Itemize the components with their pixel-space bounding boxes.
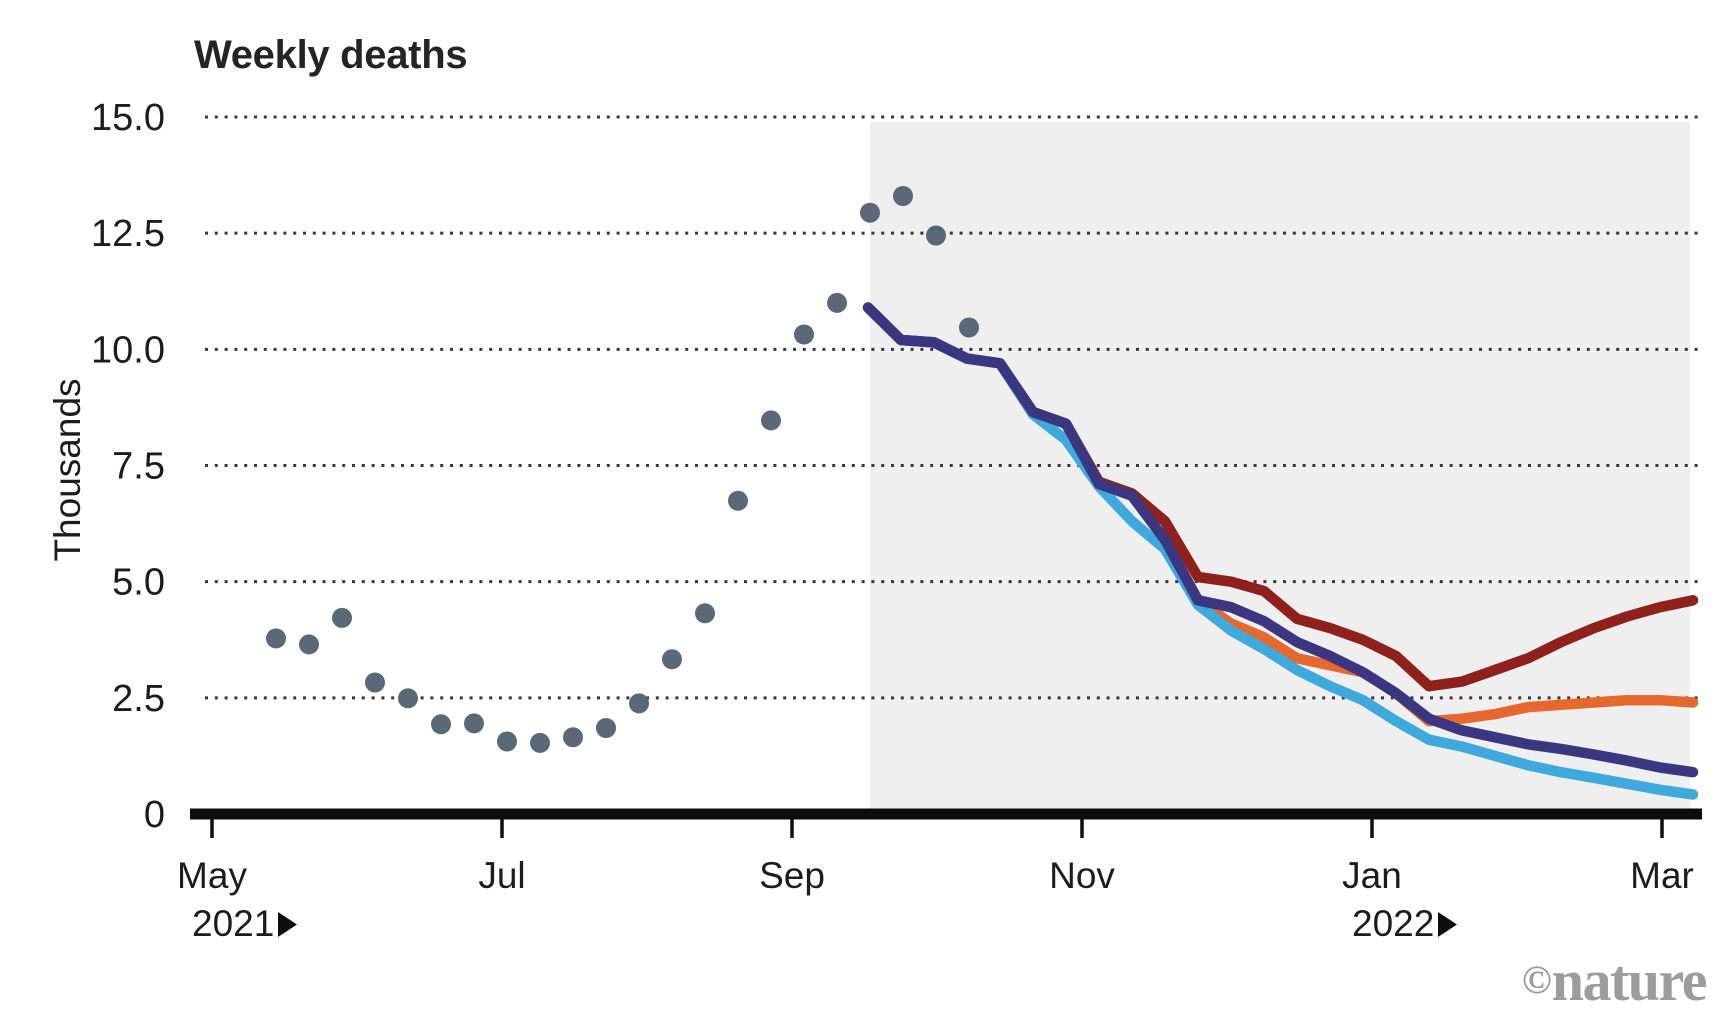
projection-line-navy [862, 302, 1699, 778]
observed-dot [860, 202, 880, 223]
observed-dot [596, 718, 616, 738]
observed-dot [431, 714, 451, 735]
x-tick-label-jan: Jan [1342, 855, 1402, 896]
observed-dot [266, 628, 286, 649]
watermark-name: nature [1551, 948, 1708, 1013]
nature-watermark: ©nature [1521, 947, 1708, 1014]
x-tick-label-mar: Mar [1630, 855, 1694, 896]
observed-dot [761, 410, 781, 431]
observed-dot [629, 693, 649, 714]
observed-dot [959, 317, 979, 338]
x-tick-label-nov: Nov [1049, 855, 1115, 896]
y-axis-title: Thousands [47, 378, 88, 562]
x-tick-label-may: May [177, 855, 247, 896]
chart-title: Weekly deaths [194, 33, 468, 77]
observed-dot [893, 186, 913, 206]
observed-dot [728, 490, 748, 511]
x-tick-label-jul: Jul [478, 855, 525, 896]
observed-dot [695, 603, 715, 624]
observed-dot [530, 732, 550, 753]
observed-dot [497, 731, 517, 752]
y-tick-label-0: 0 [144, 794, 165, 836]
year-label-2022: 2022 [1352, 903, 1434, 944]
observed-dot [827, 292, 847, 313]
observed-dot [365, 672, 385, 693]
observed-dot [926, 225, 946, 246]
observed-dot [332, 607, 352, 628]
observed-dot [299, 634, 319, 655]
observed-dot [662, 649, 682, 670]
year-arrow-icon [278, 912, 297, 937]
y-tick-label-12.5: 12.5 [91, 213, 165, 255]
y-tick-label-10.0: 10.0 [91, 329, 165, 371]
year-label-2021: 2021 [192, 903, 274, 944]
observed-dot [398, 688, 418, 709]
y-tick-label-7.5: 7.5 [112, 446, 165, 488]
y-tick-label-15.0: 15.0 [91, 97, 165, 139]
observed-dot [563, 727, 583, 748]
y-tick-label-2.5: 2.5 [112, 678, 165, 720]
copyright-icon: © [1521, 957, 1552, 1002]
observed-dot [794, 324, 814, 345]
year-arrow-icon [1438, 912, 1457, 937]
y-tick-label-5.0: 5.0 [112, 562, 165, 604]
observed-dot [464, 713, 484, 734]
projection-shaded-region [870, 122, 1690, 814]
x-tick-label-sep: Sep [759, 855, 825, 896]
